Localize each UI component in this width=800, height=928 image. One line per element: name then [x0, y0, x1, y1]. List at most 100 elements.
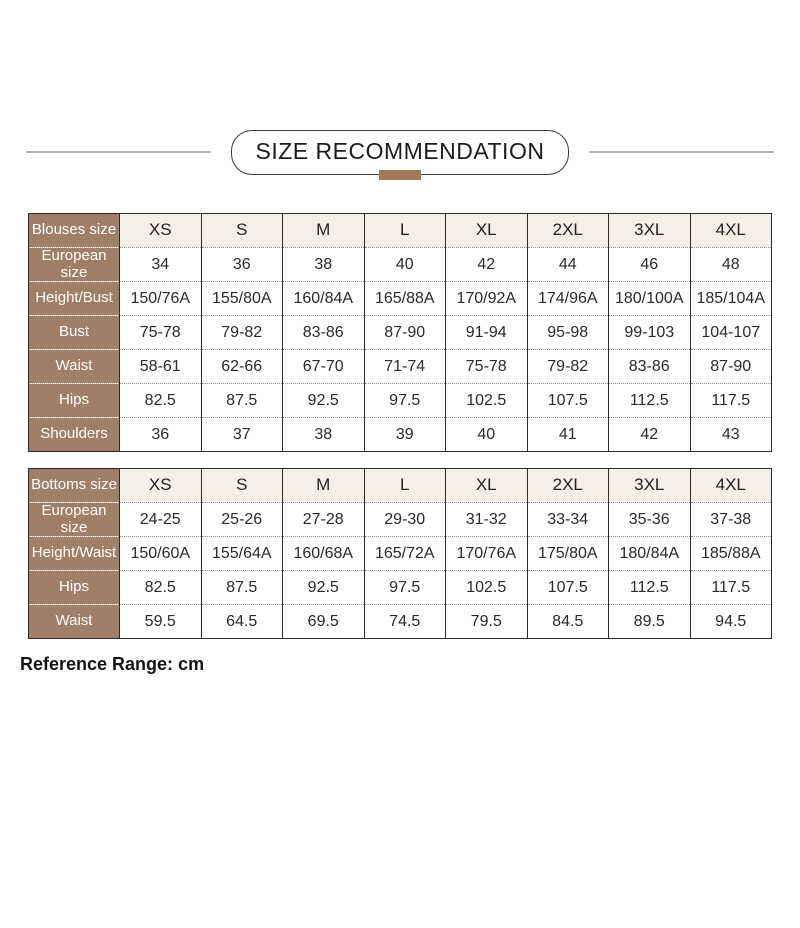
- table-cell: 69.5: [282, 604, 364, 639]
- size-column-header: XS: [119, 468, 201, 503]
- row-label: Shoulders: [28, 417, 120, 452]
- table-cell: 29-30: [363, 502, 446, 537]
- table-cell: 42: [608, 417, 690, 452]
- decorative-line-left: [25, 151, 211, 153]
- table-cell: 46: [608, 247, 690, 282]
- table-cell: 58-61: [119, 349, 201, 384]
- size-column-header: 3XL: [608, 468, 690, 503]
- table-cell: 24-25: [119, 502, 201, 537]
- reference-range-note: Reference Range: cm: [20, 654, 205, 674]
- table-cell: 79.5: [445, 604, 527, 639]
- table-cell: 87-90: [363, 315, 446, 350]
- table-cell: 48: [689, 247, 772, 282]
- size-tables-container: Blouses size XS S M L XL 2XL 3XL 4XL European siz…: [28, 213, 772, 639]
- size-column-header: S: [200, 468, 283, 503]
- table-row: Hips 82.5 87.5 92.5 97.5 102.5 107.5 112.5 117.5: [28, 570, 772, 605]
- table-row: Bust 75-78 79-82 83-86 87-90 91-94 95-98 99-103…: [28, 315, 772, 350]
- blouses-size-table: Blouses size XS S M L XL 2XL 3XL 4XL European siz…: [28, 213, 772, 452]
- size-column-header: XS: [119, 213, 201, 248]
- table-cell: 83-86: [282, 315, 364, 350]
- table-cell: 82.5: [119, 383, 201, 418]
- size-column-header: 2XL: [526, 213, 609, 248]
- table-cell: 180/100A: [608, 281, 690, 316]
- table-cell: 170/92A: [445, 281, 527, 316]
- table-title-cell: Bottoms size: [28, 468, 120, 503]
- table-cell: 84.5: [526, 604, 609, 639]
- table-cell: 64.5: [200, 604, 283, 639]
- table-cell: 155/80A: [200, 281, 283, 316]
- table-row: European size 34 36 38 40 42 44 46 48: [28, 247, 772, 282]
- table-cell: 82.5: [119, 570, 201, 605]
- table-row: Waist 59.5 64.5 69.5 74.5 79.5 84.5 89.5 94.5: [28, 604, 772, 639]
- table-cell: 170/76A: [445, 536, 527, 571]
- table-cell: 107.5: [526, 383, 609, 418]
- table-cell: 87.5: [200, 383, 283, 418]
- table-cell: 35-36: [608, 502, 690, 537]
- table-cell: 95-98: [526, 315, 609, 350]
- size-column-header: M: [282, 468, 364, 503]
- title-banner: SIZE RECOMMENDATION: [0, 128, 800, 180]
- size-header-row: Blouses size XS S M L XL 2XL 3XL 4XL: [28, 213, 772, 248]
- table-cell: 37: [200, 417, 283, 452]
- size-header-row: Bottoms size XS S M L XL 2XL 3XL 4XL: [28, 468, 772, 503]
- table-cell: 43: [689, 417, 772, 452]
- table-cell: 87.5: [200, 570, 283, 605]
- row-label: European size: [28, 247, 120, 282]
- decorative-line-right: [589, 151, 775, 153]
- table-cell: 97.5: [363, 383, 446, 418]
- table-cell: 79-82: [526, 349, 609, 384]
- table-cell: 91-94: [445, 315, 527, 350]
- table-cell: 185/104A: [689, 281, 772, 316]
- table-cell: 174/96A: [526, 281, 609, 316]
- table-cell: 185/88A: [689, 536, 772, 571]
- table-row: Height/Bust 150/76A 155/80A 160/84A 165/88A 1…: [28, 281, 772, 316]
- table-cell: 160/68A: [282, 536, 364, 571]
- table-cell: 62-66: [200, 349, 283, 384]
- table-cell: 92.5: [282, 570, 364, 605]
- row-label: Waist: [28, 349, 120, 384]
- table-cell: 40: [363, 247, 446, 282]
- table-cell: 107.5: [526, 570, 609, 605]
- table-cell: 117.5: [689, 570, 772, 605]
- row-label: Height/Bust: [28, 281, 120, 316]
- table-cell: 75-78: [119, 315, 201, 350]
- table-cell: 99-103: [608, 315, 690, 350]
- row-label: European size: [28, 502, 120, 537]
- table-row: Height/Waist 150/60A 155/64A 160/68A 165/72A…: [28, 536, 772, 571]
- table-cell: 39: [363, 417, 446, 452]
- table-cell: 75-78: [445, 349, 527, 384]
- table-cell: 92.5: [282, 383, 364, 418]
- table-cell: 165/72A: [363, 536, 446, 571]
- size-column-header: L: [363, 468, 446, 503]
- table-cell: 36: [119, 417, 201, 452]
- size-column-header: 2XL: [526, 468, 609, 503]
- size-recommendation-page: SIZE RECOMMENDATION Blouses size XS S M L XL 2…: [0, 128, 800, 675]
- table-cell: 59.5: [119, 604, 201, 639]
- table-cell: 40: [445, 417, 527, 452]
- table-cell: 74.5: [363, 604, 446, 639]
- row-label: Waist: [28, 604, 120, 639]
- title-brown-tab: [378, 169, 421, 180]
- table-cell: 165/88A: [363, 281, 446, 316]
- table-cell: 25-26: [200, 502, 283, 537]
- table-cell: 31-32: [445, 502, 527, 537]
- table-cell: 67-70: [282, 349, 364, 384]
- table-cell: 83-86: [608, 349, 690, 384]
- table-cell: 27-28: [282, 502, 364, 537]
- table-cell: 38: [282, 417, 364, 452]
- table-cell: 112.5: [608, 570, 690, 605]
- table-row: Waist 58-61 62-66 67-70 71-74 75-78 79-82 83-86…: [28, 349, 772, 384]
- table-cell: 71-74: [363, 349, 446, 384]
- table-row: Hips 82.5 87.5 92.5 97.5 102.5 107.5 112.5 117.5: [28, 383, 772, 418]
- table-cell: 97.5: [363, 570, 446, 605]
- row-label: Hips: [28, 570, 120, 605]
- table-cell: 94.5: [689, 604, 772, 639]
- table-cell: 160/84A: [282, 281, 364, 316]
- table-cell: 102.5: [445, 383, 527, 418]
- table-cell: 36: [200, 247, 283, 282]
- size-column-header: XL: [445, 213, 527, 248]
- size-column-header: M: [282, 213, 364, 248]
- table-cell: 42: [445, 247, 527, 282]
- table-cell: 180/84A: [608, 536, 690, 571]
- table-cell: 87-90: [689, 349, 772, 384]
